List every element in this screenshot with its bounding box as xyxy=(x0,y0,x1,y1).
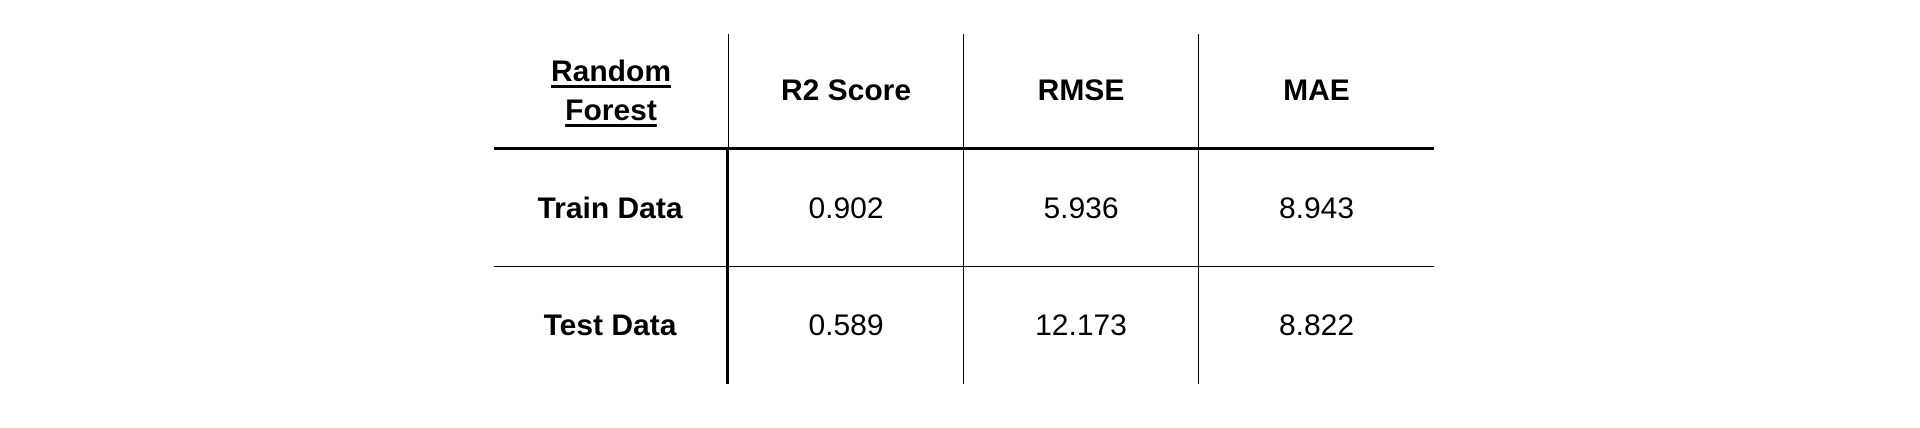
cell-test-mae: 8.822 xyxy=(1278,309,1355,342)
row-label-test: Test Data xyxy=(494,267,729,384)
header-r2-score: R2 Score xyxy=(729,34,964,150)
cell-train-r2: 0.902 xyxy=(729,150,964,267)
cell-train-rmse: 5.936 xyxy=(964,150,1199,267)
row-label-train: Train Data xyxy=(494,150,729,267)
cell-train-mae: 8.943 xyxy=(1199,150,1434,267)
metrics-table: Random Forest R2 Score RMSE MAE Train Da… xyxy=(494,34,1434,384)
table-corner-label: Random Forest xyxy=(494,34,729,150)
header-rmse: RMSE xyxy=(964,34,1199,150)
header-mae: MAE xyxy=(1199,34,1434,150)
cell-test-r2: 0.589 xyxy=(729,267,964,384)
cell-test-rmse: 12.173 xyxy=(964,267,1199,384)
